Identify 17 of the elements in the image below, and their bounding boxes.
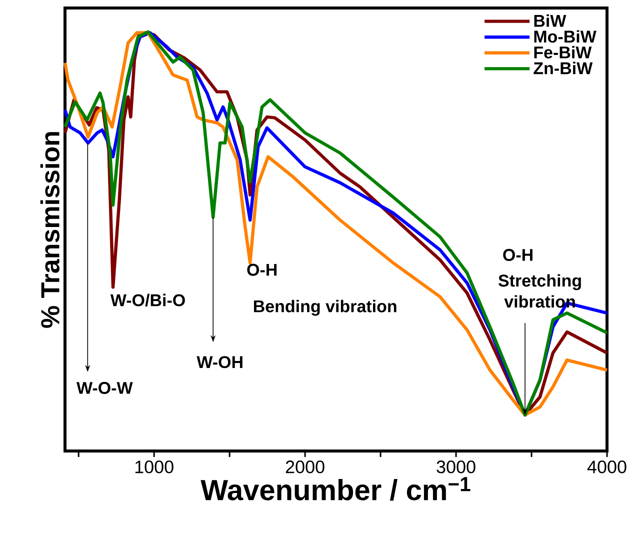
annotation: O-H bbox=[247, 264, 277, 276]
annotation: Stretching vibration bbox=[498, 274, 581, 308]
x-tick-label: 3000 bbox=[436, 460, 476, 474]
x-axis-title: Wavenumber / cm$^{−1}$ bbox=[200, 477, 470, 501]
legend-label: Fe-BiW bbox=[534, 46, 592, 58]
annotation: W-O/Bi-O bbox=[110, 294, 185, 306]
annotation: Bending vibration bbox=[254, 300, 396, 316]
x-tick-label: 4000 bbox=[587, 460, 626, 474]
legend-label: BiW bbox=[534, 14, 566, 27]
legend-label: Zn-BiW bbox=[534, 62, 593, 74]
x-tick-label: 1000 bbox=[135, 460, 174, 474]
x-tick-label: 2000 bbox=[286, 460, 324, 474]
annotation: O-H bbox=[503, 248, 532, 261]
annotation: W-O-W bbox=[76, 382, 133, 394]
y-axis-title: % Transmission bbox=[40, 132, 60, 328]
legend-label: Mo-BiW bbox=[534, 30, 596, 43]
annotation: W-OH bbox=[196, 356, 242, 368]
